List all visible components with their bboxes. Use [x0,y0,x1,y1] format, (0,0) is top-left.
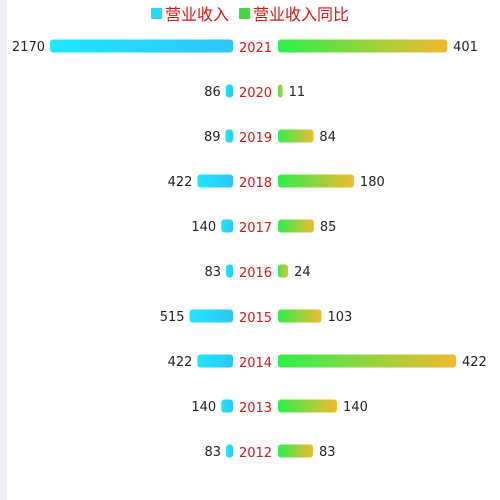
revenue-value-label: 422 [168,175,193,190]
revenue-yoy-value-label: 85 [320,220,337,235]
revenue-yoy-value-label: 11 [289,85,306,100]
revenue-yoy-bar-2021[interactable] [278,39,448,53]
revenue-bar-2014[interactable] [197,354,233,368]
revenue-yoy-value-label: 401 [453,40,478,55]
revenue-yoy-value-label: 422 [462,355,487,370]
revenue-bar-2012[interactable] [226,444,233,458]
revenue-yoy-value-label: 140 [343,400,368,415]
revenue-yoy-bar-2014[interactable] [278,354,456,368]
revenue-yoy-bar-2016[interactable] [278,264,289,278]
revenue-yoy-value-label: 84 [319,130,336,145]
revenue-value-label: 140 [191,400,216,415]
revenue-bar-2013[interactable] [221,399,233,413]
revenue-bar-2020[interactable] [225,84,233,98]
revenue-bar-2018[interactable] [197,174,233,188]
year-label: 2012 [239,446,272,461]
revenue-value-label: 515 [160,310,185,325]
revenue-bar-2015[interactable] [189,309,233,323]
revenue-bar-2016[interactable] [226,264,233,278]
revenue-value-label: 422 [168,355,193,370]
square-legend-icon [239,7,250,19]
year-label: 2016 [239,266,272,281]
revenue-yoy-value-label: 83 [319,445,336,460]
year-label: 2015 [239,311,272,326]
revenue-yoy-bar-2019[interactable] [278,129,314,143]
year-label: 2019 [239,131,272,146]
year-label: 2013 [239,401,272,416]
revenue-value-label: 83 [204,265,221,280]
year-label: 2014 [239,356,272,371]
revenue-yoy-value-label: 180 [360,175,385,190]
revenue-bar-2017[interactable] [221,219,233,233]
revenue-yoy-bar-2018[interactable] [278,174,354,188]
left-edge-strip [0,0,7,500]
square-legend-icon [150,7,162,19]
revenue-value-label: 2170 [12,40,45,55]
revenue-yoy-bar-2017[interactable] [278,219,314,233]
revenue-value-label: 140 [191,220,216,235]
legend-item-revenue-yoy[interactable]: 营业收入同比 [239,1,349,25]
year-label: 2017 [239,221,272,236]
year-label: 2018 [239,176,272,191]
revenue-value-label: 89 [204,130,221,145]
revenue-yoy-bar-2013[interactable] [278,399,338,413]
revenue-bar-2019[interactable] [225,129,233,143]
year-label: 2021 [239,41,272,56]
revenue-yoy-bar-2012[interactable] [278,444,314,458]
revenue-bar-2021[interactable] [50,39,233,53]
chart-legend: 营业收入 营业收入同比 [0,2,500,24]
revenue-yoy-bar-2015[interactable] [278,309,322,323]
legend-label-revenue-yoy: 营业收入同比 [253,5,350,24]
revenue-yoy-bar-2020[interactable] [278,84,283,98]
legend-label-revenue: 营业收入 [164,5,229,24]
legend-item-revenue[interactable]: 营业收入 [150,1,229,25]
revenue-value-label: 83 [204,445,221,460]
revenue-yoy-value-label: 24 [294,265,311,280]
revenue-value-label: 86 [204,85,221,100]
revenue-yoy-value-label: 103 [327,310,352,325]
year-label: 2020 [239,86,272,101]
